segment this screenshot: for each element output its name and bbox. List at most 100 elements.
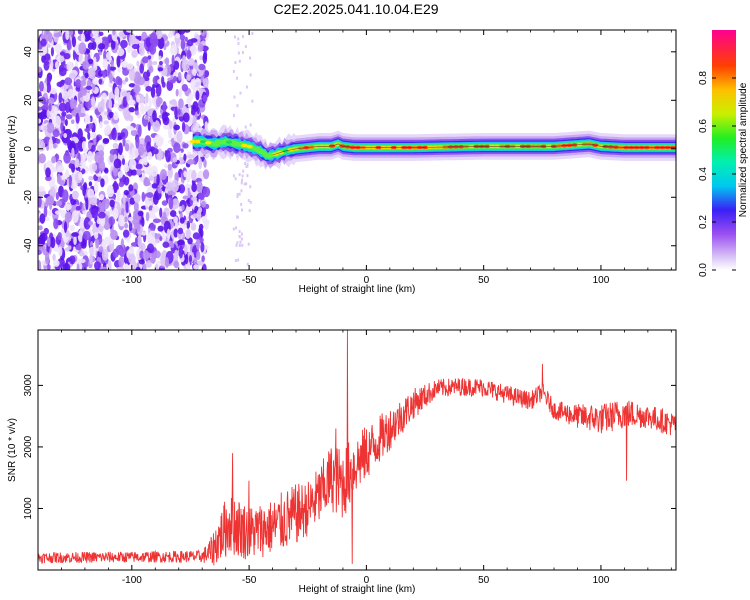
noise-speck <box>105 51 112 61</box>
faint-speck <box>240 237 243 241</box>
noise-speck <box>52 253 56 261</box>
noise-speck <box>161 200 168 206</box>
noise-speck <box>128 158 137 170</box>
noise-speck <box>162 211 167 223</box>
noise-speck <box>38 186 45 192</box>
noise-speck <box>38 80 44 92</box>
noise-speck <box>123 189 129 196</box>
noise-speck <box>78 53 84 65</box>
noise-speck <box>129 197 136 205</box>
noise-speck <box>149 257 156 264</box>
noise-speck <box>88 175 94 181</box>
noise-speck <box>98 246 104 253</box>
noise-speck <box>159 236 163 242</box>
noise-speck <box>161 230 166 240</box>
noise-speck <box>200 241 205 253</box>
noise-speck <box>104 168 109 174</box>
noise-speck <box>57 165 65 173</box>
noise-speck <box>58 66 67 77</box>
faint-speck <box>249 200 252 204</box>
noise-speck <box>99 193 105 201</box>
noise-speck <box>195 90 200 101</box>
noise-speck <box>112 142 119 150</box>
noise-speck <box>54 43 63 54</box>
noise-speck <box>83 182 88 191</box>
faint-speck <box>249 123 252 127</box>
noise-speck <box>110 229 118 240</box>
noise-speck <box>149 230 156 238</box>
noise-speck <box>65 30 70 41</box>
spectrogram-xtick-label: 100 <box>593 275 610 286</box>
noise-speck <box>39 213 46 224</box>
noise-speck <box>71 119 75 125</box>
noise-speck <box>57 30 63 37</box>
noise-speck <box>173 75 178 82</box>
noise-speck <box>72 49 77 61</box>
faint-speck <box>244 125 247 129</box>
noise-speck <box>77 103 82 112</box>
noise-speck <box>70 99 78 108</box>
noise-speck <box>38 106 43 111</box>
noise-speck <box>145 211 150 222</box>
noise-speck <box>186 39 194 47</box>
spectrogram-xlabel: Height of straight line (km) <box>299 284 416 295</box>
colorbar-axes: 0.0 0.2 0.4 0.6 0.8 <box>698 71 736 277</box>
noise-speck <box>136 76 145 86</box>
faint-speck <box>247 242 250 246</box>
noise-speck <box>98 51 103 56</box>
noise-speck <box>116 47 125 57</box>
faint-speck <box>237 258 240 262</box>
snr-line <box>38 330 676 566</box>
noise-speck <box>70 198 77 206</box>
noise-speck <box>202 52 208 64</box>
noise-speck <box>152 110 157 123</box>
faint-speck <box>241 178 244 182</box>
noise-speck <box>60 122 64 132</box>
noise-speck <box>75 79 82 88</box>
trace-core <box>189 139 197 144</box>
noise-speck <box>38 249 42 256</box>
faint-speck <box>236 195 239 199</box>
noise-speck <box>64 211 73 223</box>
noise-speck <box>45 82 52 93</box>
noise-speck <box>158 60 163 66</box>
noise-speck <box>88 220 94 226</box>
noise-speck <box>97 211 106 219</box>
noise-speck <box>181 204 185 211</box>
noise-speck <box>135 94 140 103</box>
noise-speck <box>66 128 71 140</box>
noise-speck <box>164 256 170 268</box>
noise-speck <box>177 71 182 81</box>
spectrogram-ytick-label: 0 <box>23 146 34 152</box>
noise-speck <box>141 231 147 236</box>
noise-speck <box>38 138 43 150</box>
noise-speck <box>85 85 93 91</box>
noise-speck <box>158 267 165 270</box>
noise-speck <box>192 78 196 90</box>
noise-speck <box>91 83 96 91</box>
noise-speck <box>192 115 197 127</box>
faint-speck <box>237 37 240 41</box>
snr-panel: -100 -50 0 50 100 1000 2000 3000 Height of stra… <box>7 329 677 595</box>
faint-speck <box>251 31 254 35</box>
noise-speck <box>87 188 95 200</box>
noise-speck <box>62 90 69 100</box>
faint-speck <box>237 41 240 45</box>
faint-speck <box>236 104 239 108</box>
noise-speck <box>94 231 99 240</box>
noise-speck <box>40 96 46 105</box>
noise-speck <box>201 200 207 208</box>
noise-speck <box>146 141 152 153</box>
noise-speck <box>182 143 189 149</box>
noise-speck <box>127 99 136 106</box>
noise-speck <box>121 60 128 68</box>
noise-speck <box>175 88 179 97</box>
noise-speck <box>179 34 186 41</box>
noise-speck <box>174 106 178 119</box>
snr-ytick-label: 2000 <box>23 435 34 458</box>
noise-speck <box>202 94 208 103</box>
noise-speck <box>58 92 63 104</box>
noise-speck <box>161 110 168 123</box>
noise-speck <box>53 259 60 267</box>
faint-speck <box>238 229 241 233</box>
